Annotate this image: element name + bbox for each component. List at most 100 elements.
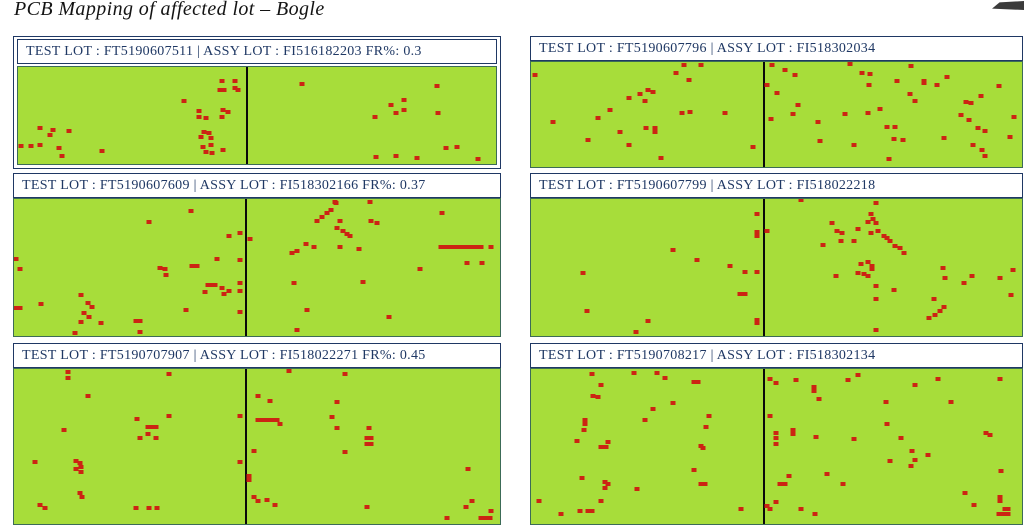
defect-dot [267, 398, 273, 403]
defect-dot [851, 238, 857, 243]
defect-dot [662, 375, 668, 380]
defect-dot [146, 505, 152, 510]
defect-dot [37, 142, 43, 147]
defect-dot [754, 317, 760, 322]
defect-dot [145, 431, 151, 436]
defect-dot [1002, 507, 1008, 512]
defect-dot [479, 260, 485, 265]
defect-dot [873, 328, 879, 333]
defect-dot [767, 377, 773, 382]
defect-dot [782, 481, 788, 486]
defect-dot [867, 71, 873, 76]
defect-dot [887, 238, 893, 243]
defect-dot [463, 244, 469, 249]
defect-dot [1010, 268, 1016, 273]
defect-dot [585, 508, 591, 513]
defect-dot [264, 497, 270, 502]
defect-dot [722, 110, 728, 115]
defect-dot [790, 111, 796, 116]
defect-dot [251, 495, 257, 500]
defect-dot [851, 437, 857, 442]
defect-dot [948, 400, 954, 404]
defect-dot [679, 110, 685, 115]
defect-dot [18, 143, 24, 148]
defect-dot [304, 307, 310, 312]
defect-dot [855, 226, 861, 231]
defect-dot [205, 283, 211, 288]
defect-dot [328, 208, 334, 213]
defect-dot [881, 233, 887, 238]
defect-dot [681, 62, 687, 67]
defect-dot [226, 233, 232, 238]
defect-dot [579, 476, 585, 481]
defect-dot [865, 259, 871, 264]
defect-dot [214, 257, 220, 262]
defect-dot [468, 244, 474, 249]
defect-dot [969, 273, 975, 278]
defect-dot [65, 375, 71, 380]
defect-dot [329, 414, 335, 419]
pcb-panel-2: TEST LOT : FT5190607796 | ASSY LOT : FI5… [530, 36, 1023, 168]
defect-dot [626, 96, 632, 100]
defect-dot [386, 315, 392, 320]
defect-dot [374, 221, 380, 226]
defect-dot [137, 318, 143, 323]
defect-dot [1000, 511, 1006, 516]
defect-dot [99, 149, 105, 154]
defect-dot [598, 382, 604, 387]
defect-dot [773, 431, 779, 435]
defect-dot [334, 400, 340, 404]
defect-dot [912, 458, 918, 463]
defect-dot [908, 64, 914, 69]
defect-dot [645, 87, 651, 92]
defect-dot [970, 142, 976, 147]
defect-dot [865, 111, 871, 116]
defect-dot [764, 82, 770, 87]
defect-dot [37, 502, 43, 507]
defect-dot [163, 272, 169, 277]
defect-dot [998, 468, 1004, 473]
defect-dot [226, 289, 232, 294]
defect-dot [393, 153, 399, 158]
defect-dot [232, 79, 238, 84]
defect-dot [887, 459, 893, 464]
defect-dot [884, 422, 890, 427]
defect-dot [417, 267, 423, 272]
defect-dot [842, 111, 848, 116]
defect-dot [812, 512, 818, 517]
pcb-panel-6: TEST LOT : FT5190708217 | ASSY LOT : FI5… [530, 343, 1023, 525]
defect-dot [997, 275, 1003, 280]
defect-dot [979, 148, 985, 153]
defect-dot [235, 88, 241, 93]
defect-dot [892, 243, 898, 248]
defect-dot [81, 311, 87, 316]
defect-dot [891, 287, 897, 292]
defect-dot [875, 229, 881, 234]
defect-dot [212, 283, 218, 288]
defect-dot [702, 481, 708, 486]
defect-dot [838, 238, 844, 243]
defect-dot [811, 389, 817, 393]
defect-dot [670, 247, 676, 252]
defect-dot [983, 431, 989, 435]
defect-dot [401, 97, 407, 102]
defect-dot [465, 467, 471, 472]
defect-dot [987, 433, 993, 438]
defect-dot [145, 424, 151, 429]
defect-dot [286, 369, 292, 373]
defect-dot [237, 231, 243, 236]
defect-dot [59, 153, 65, 158]
defect-dot [1005, 511, 1011, 516]
defect-dot [443, 244, 449, 249]
defect-dot [206, 131, 212, 136]
defect-dot [912, 98, 918, 103]
defect-dot [873, 200, 879, 205]
defect-dot [340, 229, 346, 234]
defect-dot [337, 244, 343, 249]
defect-dot [237, 310, 243, 315]
defect-dot [996, 84, 1002, 89]
defect-dot [866, 83, 872, 88]
defect-dot [221, 87, 227, 92]
defect-dot [815, 119, 821, 124]
defect-dot [221, 291, 227, 296]
